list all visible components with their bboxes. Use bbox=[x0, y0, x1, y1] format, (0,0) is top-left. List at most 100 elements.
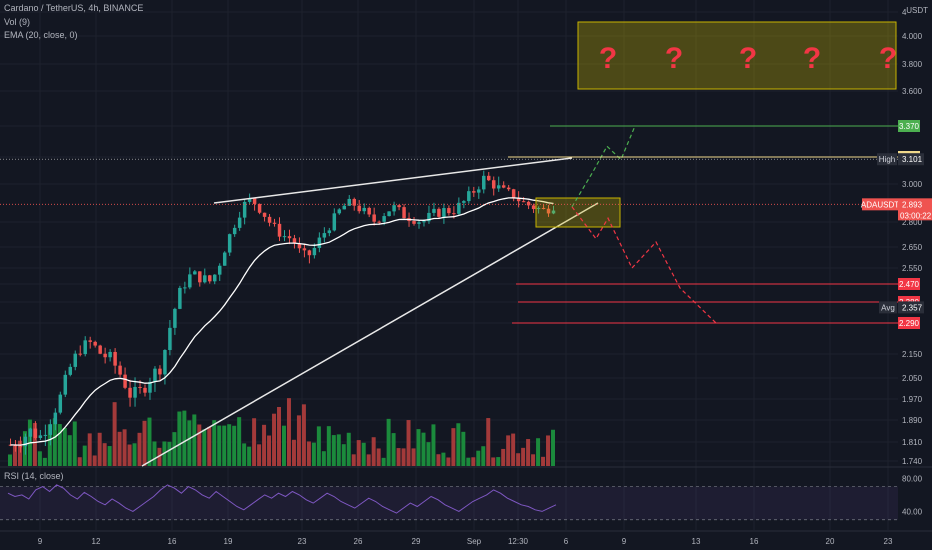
time-tick: 26 bbox=[354, 537, 363, 546]
candle-body bbox=[342, 205, 347, 210]
level-tag-text: 2.470 bbox=[899, 280, 920, 289]
candle-body bbox=[143, 387, 147, 393]
time-tick: Sep bbox=[467, 537, 482, 546]
candle-body bbox=[237, 217, 242, 228]
volume-legend[interactable]: Vol (9) bbox=[4, 17, 31, 27]
candle-body bbox=[452, 213, 456, 215]
volume-bar bbox=[132, 443, 137, 466]
level-tag-text: 3.370 bbox=[899, 122, 920, 131]
rsi-tick: 40.00 bbox=[902, 507, 923, 516]
candle-body bbox=[163, 350, 167, 375]
candle-body bbox=[292, 238, 297, 244]
tag-name: High bbox=[879, 155, 895, 164]
candle-body bbox=[526, 201, 531, 206]
drawings[interactable]: ????? bbox=[141, 21, 897, 467]
volume-bar bbox=[257, 444, 262, 466]
volume-bar bbox=[466, 457, 471, 466]
rsi-tick: 80.00 bbox=[902, 474, 923, 483]
candle-body bbox=[302, 248, 307, 251]
candle-body bbox=[432, 208, 436, 213]
candle-body bbox=[33, 428, 38, 438]
volume-bar bbox=[316, 426, 321, 466]
ema-legend[interactable]: EMA (20, close, 0) bbox=[4, 30, 78, 40]
candle-body bbox=[257, 203, 262, 213]
volume-bar bbox=[242, 443, 247, 466]
price-tick: 1.970 bbox=[902, 395, 923, 404]
candle-body bbox=[78, 353, 82, 355]
volume-bar bbox=[237, 417, 242, 466]
candle-body bbox=[412, 221, 416, 224]
question-mark: ? bbox=[879, 42, 897, 75]
price-tick: 2.800 bbox=[902, 218, 923, 227]
volume-bar bbox=[421, 432, 426, 466]
volume-bar bbox=[471, 457, 476, 466]
volume-bar bbox=[291, 439, 296, 466]
symbol-legend[interactable]: Cardano / TetherUS, 4h, BINANCE bbox=[4, 3, 144, 13]
candle-body bbox=[487, 175, 491, 181]
volume-bar bbox=[381, 457, 386, 466]
candle-body bbox=[382, 216, 386, 222]
price-axis-bg bbox=[898, 0, 932, 530]
volume-bar bbox=[371, 437, 376, 466]
time-axis[interactable]: 9 12 16 19 23 26 29 Sep 12:30 6 9 13 16 20 23 bbox=[0, 530, 932, 546]
candle-body bbox=[282, 236, 287, 238]
candle-body bbox=[88, 340, 92, 342]
candle-body bbox=[447, 208, 451, 214]
volume-bar bbox=[396, 448, 401, 466]
volume-bar bbox=[112, 402, 117, 466]
volume-bar bbox=[361, 442, 366, 466]
volume-bar bbox=[551, 429, 556, 466]
candle-body bbox=[332, 213, 337, 231]
volume-bar bbox=[296, 415, 301, 466]
bearish-projection bbox=[571, 206, 717, 324]
volume-bar bbox=[207, 426, 212, 466]
volume-bar bbox=[277, 406, 282, 466]
candle-body bbox=[68, 366, 73, 375]
volume-bar bbox=[232, 425, 237, 466]
candle-body bbox=[222, 252, 227, 266]
volume-bar bbox=[341, 444, 346, 466]
candle-body bbox=[392, 205, 396, 212]
volume-bar bbox=[267, 435, 272, 466]
price-tick: 3.800 bbox=[902, 60, 923, 69]
volume-bar bbox=[426, 442, 431, 466]
time-tick: 23 bbox=[884, 537, 893, 546]
candle-body bbox=[193, 271, 197, 275]
volume-bar bbox=[456, 423, 461, 466]
time-tick: 13 bbox=[692, 537, 701, 546]
volume-bar bbox=[202, 429, 207, 466]
candle-body bbox=[287, 236, 292, 239]
candle-body bbox=[337, 209, 342, 214]
volume-bar bbox=[436, 454, 441, 466]
level-lines[interactable] bbox=[0, 125, 898, 324]
volume-bar bbox=[376, 448, 381, 466]
volume-bar bbox=[481, 446, 486, 466]
volume-bar bbox=[511, 433, 516, 466]
currency-label: USDT bbox=[906, 6, 928, 15]
volume-bar bbox=[521, 447, 526, 466]
rsi-legend[interactable]: RSI (14, close) bbox=[4, 471, 64, 481]
time-tick: 9 bbox=[622, 537, 627, 546]
candle-body bbox=[267, 216, 272, 223]
volume-bar bbox=[222, 425, 227, 466]
level-tag bbox=[898, 317, 920, 329]
price-tick: 1.740 bbox=[902, 457, 923, 466]
candle-body bbox=[352, 198, 356, 206]
volume-bars bbox=[8, 398, 556, 466]
bullish-projection bbox=[571, 125, 636, 208]
candle-body bbox=[158, 368, 162, 375]
time-tick: 23 bbox=[298, 537, 307, 546]
volume-bar bbox=[486, 418, 491, 466]
volume-bar bbox=[67, 435, 72, 466]
candle-body bbox=[43, 434, 48, 436]
candle-body bbox=[491, 180, 496, 189]
price-axis[interactable]: 44.0003.8003.6003.3703.1103.0002.8002.65… bbox=[898, 0, 932, 530]
rsi-pane[interactable]: 80.00 40.00 bbox=[0, 466, 932, 521]
candle-body bbox=[242, 201, 247, 218]
candle-body bbox=[103, 353, 107, 358]
candle-body bbox=[457, 202, 461, 214]
candle-body bbox=[198, 271, 202, 283]
volume-bar bbox=[501, 448, 506, 466]
volume-bar bbox=[416, 429, 421, 466]
